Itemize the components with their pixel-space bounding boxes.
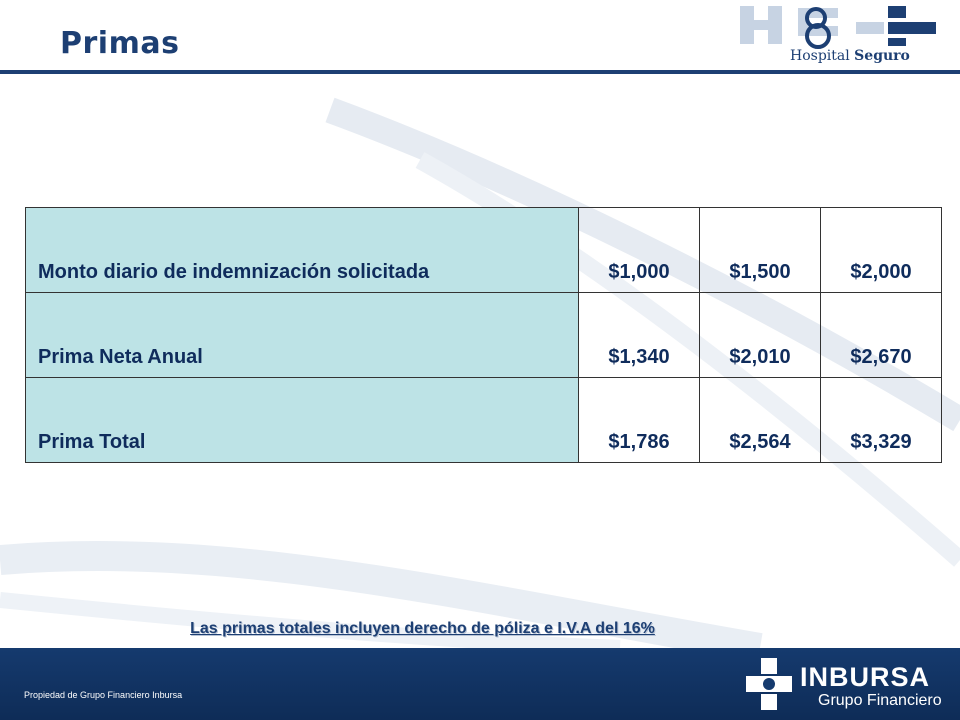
table-row: Prima Neta Anual $1,340 $2,010 $2,670: [25, 292, 942, 378]
table-cell: $3,329: [820, 377, 942, 463]
table-cell: $1,000: [578, 207, 700, 293]
table-cell: $2,000: [820, 207, 942, 293]
title-divider: [0, 70, 960, 74]
table-row: Monto diario de indemnización solicitada…: [25, 207, 942, 293]
row-label-daily-amount: Monto diario de indemnización solicitada: [25, 207, 579, 293]
logo-seguro-word: Seguro: [854, 48, 910, 64]
table-cell: $1,340: [578, 292, 700, 378]
inbursa-logo-icon: [746, 658, 792, 710]
row-label-total-premium: Prima Total: [25, 377, 579, 463]
premiums-table: Monto diario de indemnización solicitada…: [25, 207, 942, 463]
premium-note: Las primas totales incluyen derecho de p…: [190, 620, 655, 637]
table-cell: $2,670: [820, 292, 942, 378]
row-label-net-premium: Prima Neta Anual: [25, 292, 579, 378]
inbursa-brand-sub: Grupo Financiero: [818, 692, 942, 709]
table-cell: $2,010: [699, 292, 821, 378]
page-title: Primas: [60, 26, 180, 61]
table-cell: $1,500: [699, 207, 821, 293]
table-cell: $2,564: [699, 377, 821, 463]
footer-bar: Propiedad de Grupo Financiero Inbursa IN…: [0, 648, 960, 720]
inbursa-brand: INBURSA: [800, 662, 931, 692]
hospital-seguro-logo-icon: [740, 6, 936, 49]
hospital-seguro-logo-text: Hospital Seguro: [790, 48, 910, 64]
logo-hospital-word: Hospital: [790, 48, 850, 64]
table-row: Prima Total $1,786 $2,564 $3,329: [25, 377, 942, 463]
table-cell: $1,786: [578, 377, 700, 463]
ownership-text: Propiedad de Grupo Financiero Inbursa: [24, 690, 183, 700]
